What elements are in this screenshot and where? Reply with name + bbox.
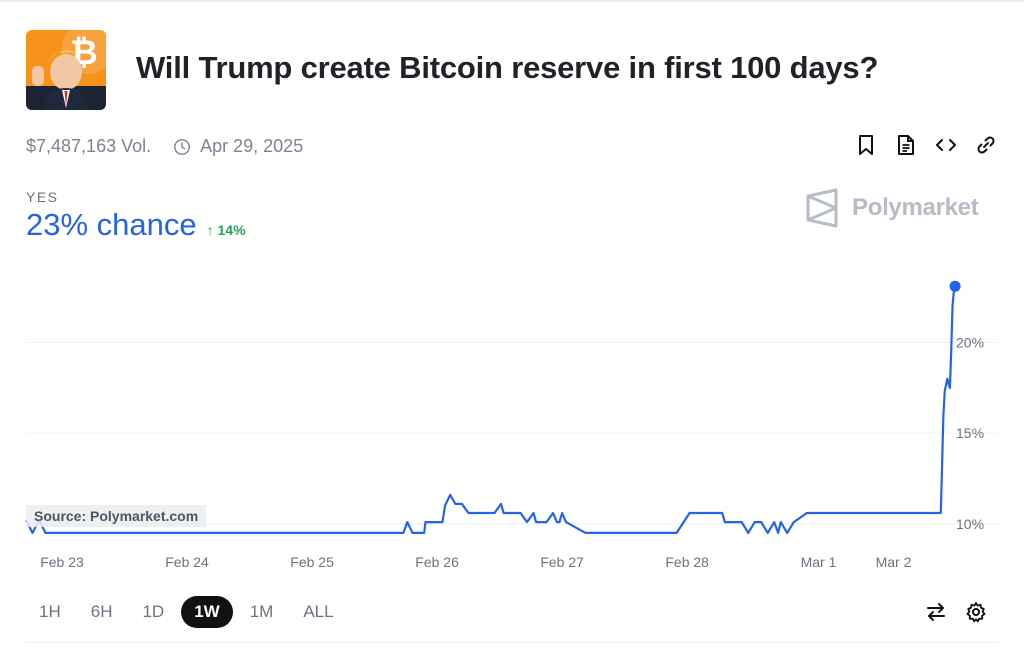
chance-display: 23% chance ↑ 14% bbox=[26, 207, 246, 243]
market-title: Will Trump create Bitcoin reserve in fir… bbox=[136, 50, 879, 85]
clock-icon bbox=[174, 138, 191, 155]
outcome-label: YES bbox=[26, 189, 59, 205]
range-option-1w[interactable]: 1W bbox=[181, 596, 233, 628]
chart-series-line bbox=[25, 286, 957, 534]
chance-delta-value: 14% bbox=[217, 222, 246, 238]
x-tick-label: Feb 23 bbox=[40, 554, 84, 570]
chance-value: 23% chance bbox=[26, 207, 197, 242]
brand-name: Polymarket bbox=[852, 194, 979, 221]
swap-icon[interactable] bbox=[924, 600, 948, 624]
x-tick-label: Feb 24 bbox=[165, 554, 209, 570]
document-icon[interactable] bbox=[894, 133, 918, 157]
x-tick-label: Feb 27 bbox=[540, 554, 584, 570]
chance-delta: ↑ 14% bbox=[207, 222, 246, 238]
x-tick-label: Feb 25 bbox=[290, 554, 334, 570]
bottom-divider bbox=[26, 642, 998, 643]
end-date: Apr 29, 2025 bbox=[173, 136, 303, 157]
x-tick-label: Mar 2 bbox=[876, 554, 912, 570]
chart-end-point bbox=[949, 280, 961, 292]
x-tick-label: Feb 28 bbox=[665, 554, 709, 570]
x-tick-label: Feb 26 bbox=[415, 554, 459, 570]
y-tick-label: 10% bbox=[956, 516, 984, 532]
y-tick-label: 20% bbox=[956, 335, 984, 351]
arrow-up-icon: ↑ bbox=[206, 222, 214, 238]
market-actions bbox=[854, 133, 998, 157]
x-tick-label: Mar 1 bbox=[801, 554, 837, 570]
settings-gear-icon[interactable] bbox=[964, 600, 988, 624]
probability-chart: 10% 15% 20% Feb 23 Feb 24 Feb 25 Feb 26 Feb 27… bbox=[25, 280, 998, 570]
embed-code-icon[interactable] bbox=[934, 133, 958, 157]
range-option-all[interactable]: ALL bbox=[303, 602, 334, 621]
link-icon[interactable] bbox=[974, 133, 998, 157]
range-option-1d[interactable]: 1D bbox=[142, 602, 165, 621]
y-tick-label: 15% bbox=[956, 425, 984, 441]
polymarket-watermark: Polymarket bbox=[804, 188, 979, 228]
polymarket-logo-icon bbox=[806, 188, 838, 228]
source-label: Source: Polymarket.com bbox=[26, 505, 207, 527]
end-date-text: Apr 29, 2025 bbox=[200, 136, 304, 156]
range-option-6h[interactable]: 6H bbox=[90, 602, 113, 621]
bookmark-icon[interactable] bbox=[854, 133, 878, 157]
time-range-selector: 1H 6H 1D 1W 1M ALL bbox=[26, 596, 351, 628]
volume-text: $7,487,163 Vol. bbox=[26, 136, 152, 156]
chart-tools bbox=[924, 600, 988, 624]
range-option-1h[interactable]: 1H bbox=[39, 602, 61, 621]
top-divider bbox=[0, 0, 1024, 2]
market-thumbnail-icon: ₿ bbox=[26, 30, 106, 110]
market-meta: $7,487,163 Vol. Apr 29, 2025 bbox=[26, 136, 303, 157]
range-option-1m[interactable]: 1M bbox=[249, 602, 274, 621]
